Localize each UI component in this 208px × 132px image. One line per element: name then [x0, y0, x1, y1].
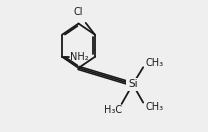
Text: H₃C: H₃C	[104, 105, 122, 115]
Text: Cl: Cl	[74, 7, 83, 17]
Text: CH₃: CH₃	[145, 58, 163, 68]
Text: NH₂: NH₂	[70, 52, 89, 62]
Text: Si: Si	[128, 79, 137, 89]
Text: CH₃: CH₃	[145, 102, 163, 112]
